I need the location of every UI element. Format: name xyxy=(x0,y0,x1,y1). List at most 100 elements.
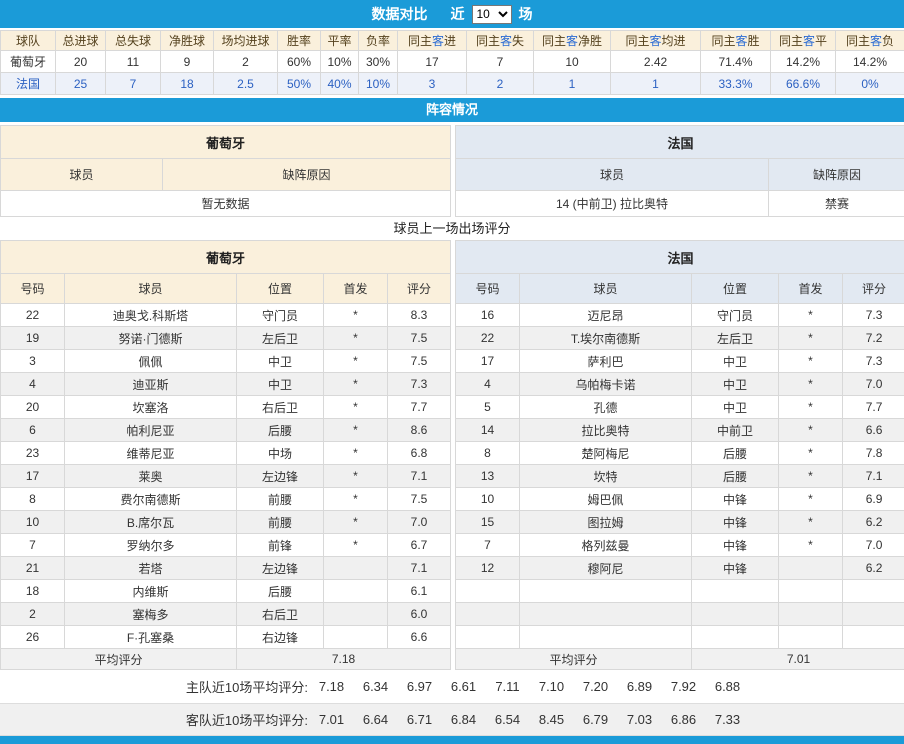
starter-flag xyxy=(324,603,388,626)
player-number: 5 xyxy=(456,396,520,419)
player-link[interactable]: B.席尔瓦 xyxy=(65,511,237,534)
player-link[interactable]: F·孔塞桑 xyxy=(65,626,237,649)
rounds-select[interactable]: 10 xyxy=(472,5,512,24)
player-link[interactable]: 孔德 xyxy=(520,396,692,419)
starter-flag: * xyxy=(324,465,388,488)
player-link[interactable]: T.埃尔南德斯 xyxy=(520,327,692,350)
player-link[interactable]: 穆阿尼 xyxy=(520,557,692,580)
player-rating: 7.3 xyxy=(388,373,451,396)
player-number: 12 xyxy=(456,557,520,580)
away-summary-label: 客队近10场平均评分: xyxy=(0,710,308,729)
player-link[interactable]: 拉比奥特 xyxy=(520,419,692,442)
stat-value-cell: 20 xyxy=(56,51,106,73)
stats-header-row: 球队总进球总失球净胜球场均进球胜率平率负率同主客进同主客失同主客净胜同主客均进同… xyxy=(1,31,904,51)
player-link[interactable]: 帕利尼亚 xyxy=(65,419,237,442)
avg-rating-value: 6.79 xyxy=(582,712,609,727)
stats-col-header: 总失球 xyxy=(106,31,161,51)
stat-value-cell: 71.4% xyxy=(701,51,771,73)
home-reason-col-header: 缺阵原因 xyxy=(163,159,451,191)
player-link[interactable]: 迈尼昂 xyxy=(520,304,692,327)
avg-rating-value: 8.45 xyxy=(538,712,565,727)
starter-flag: * xyxy=(779,396,843,419)
data-compare-header-bar: 数据对比 近 10 场 xyxy=(0,0,904,28)
player-link[interactable]: 乌帕梅卡诺 xyxy=(520,373,692,396)
player-link[interactable]: 姆巴佩 xyxy=(520,488,692,511)
stats-col-header: 胜率 xyxy=(278,31,321,51)
player-position xyxy=(692,626,779,649)
stats-compare-table: 球队总进球总失球净胜球场均进球胜率平率负率同主客进同主客失同主客净胜同主客均进同… xyxy=(0,30,904,95)
starter-flag: * xyxy=(779,465,843,488)
player-rating: 7.0 xyxy=(843,534,904,557)
stats-col-header: 净胜球 xyxy=(161,31,214,51)
stats-col-header: 球队 xyxy=(1,31,56,51)
player-link[interactable]: 格列兹曼 xyxy=(520,534,692,557)
player-link[interactable]: 坎塞洛 xyxy=(65,396,237,419)
starter-flag xyxy=(779,557,843,580)
absent-player-link[interactable]: 14 (中前卫) 拉比奥特 xyxy=(456,191,769,217)
player-link[interactable]: 莱奥 xyxy=(65,465,237,488)
player-link[interactable]: 塞梅多 xyxy=(65,603,237,626)
player-rating xyxy=(843,580,904,603)
home-lineup-table: 葡萄牙 球员 缺阵原因 暂无数据 xyxy=(0,125,451,217)
player-link[interactable]: 坎特 xyxy=(520,465,692,488)
player-rating: 7.5 xyxy=(388,350,451,373)
player-link[interactable]: 迪奥戈.科斯塔 xyxy=(65,304,237,327)
player-number: 8 xyxy=(456,442,520,465)
stat-value-cell: 30% xyxy=(359,51,398,73)
player-row xyxy=(456,626,904,649)
players-col-header: 号码 xyxy=(1,274,65,304)
starter-flag: * xyxy=(324,419,388,442)
player-link[interactable]: 佩佩 xyxy=(65,350,237,373)
player-number: 23 xyxy=(1,442,65,465)
lineup-tables: 葡萄牙 球员 缺阵原因 暂无数据 法国 球员 缺阵原因 14 (中前卫) 拉比奥… xyxy=(0,125,904,217)
avg-rating-value: 7.03 xyxy=(626,712,653,727)
player-link[interactable]: 萨利巴 xyxy=(520,350,692,373)
player-link[interactable]: 费尔南德斯 xyxy=(65,488,237,511)
stats-col-header: 同主客负 xyxy=(836,31,904,51)
player-rating: 7.1 xyxy=(843,465,904,488)
player-rating: 7.2 xyxy=(843,327,904,350)
player-position: 后腰 xyxy=(237,580,324,603)
player-link xyxy=(520,626,692,649)
player-position: 后腰 xyxy=(692,442,779,465)
player-link[interactable]: 若塔 xyxy=(65,557,237,580)
stat-value-cell: 2.5 xyxy=(214,73,278,95)
player-link[interactable]: 楚阿梅尼 xyxy=(520,442,692,465)
player-rating: 7.3 xyxy=(843,304,904,327)
starter-flag: * xyxy=(324,373,388,396)
player-rating: 7.7 xyxy=(388,396,451,419)
player-number: 4 xyxy=(456,373,520,396)
player-link[interactable]: 维蒂尼亚 xyxy=(65,442,237,465)
players-col-header: 评分 xyxy=(388,274,451,304)
lineup-section-header: 阵容情况 xyxy=(0,98,904,122)
player-position: 中锋 xyxy=(692,557,779,580)
player-position: 中锋 xyxy=(692,511,779,534)
player-number: 2 xyxy=(1,603,65,626)
starter-flag: * xyxy=(779,442,843,465)
player-rating xyxy=(843,626,904,649)
starter-flag: * xyxy=(324,327,388,350)
player-link[interactable]: 图拉姆 xyxy=(520,511,692,534)
player-rating xyxy=(843,603,904,626)
player-link[interactable]: 内维斯 xyxy=(65,580,237,603)
starter-flag: * xyxy=(324,511,388,534)
player-position: 中锋 xyxy=(692,534,779,557)
starter-flag: * xyxy=(779,488,843,511)
player-link[interactable]: 迪亚斯 xyxy=(65,373,237,396)
player-position: 右后卫 xyxy=(237,603,324,626)
player-link[interactable]: 罗纳尔多 xyxy=(65,534,237,557)
player-number: 26 xyxy=(1,626,65,649)
stat-value-cell: 66.6% xyxy=(771,73,836,95)
player-link[interactable]: 努诺·门德斯 xyxy=(65,327,237,350)
avg-rating-value: 6.84 xyxy=(450,712,477,727)
player-position: 中卫 xyxy=(237,373,324,396)
